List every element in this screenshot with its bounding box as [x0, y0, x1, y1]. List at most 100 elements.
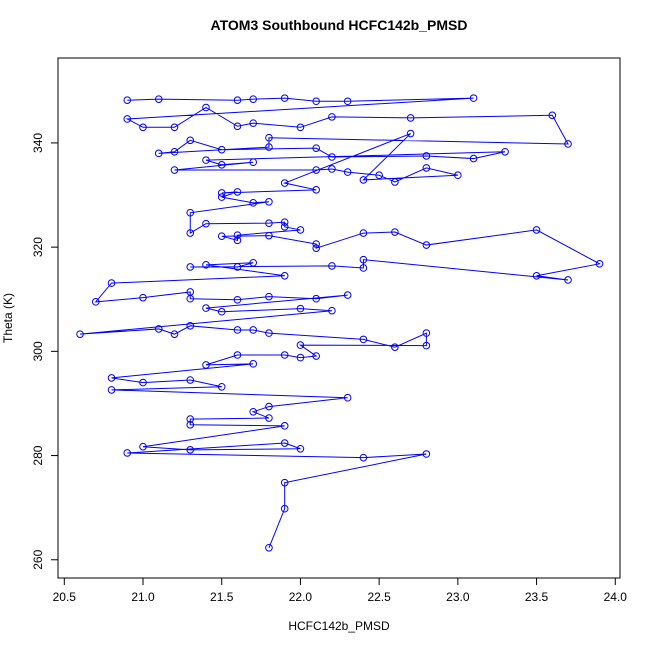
x-tick-label: 23.5	[525, 590, 549, 604]
data-point	[343, 168, 352, 176]
data-point	[343, 97, 352, 106]
data-point	[186, 208, 195, 217]
series-line	[79, 97, 602, 548]
data-point	[406, 114, 415, 122]
data-point	[391, 228, 399, 236]
data-point	[249, 258, 258, 267]
data-point	[280, 94, 289, 102]
data-point	[312, 97, 320, 106]
data-point	[249, 326, 258, 334]
data-point	[532, 226, 541, 234]
data-point	[233, 295, 242, 304]
data-point	[186, 263, 195, 271]
data-point	[454, 171, 462, 180]
data-point	[170, 147, 179, 156]
data-point	[564, 276, 572, 284]
data-point	[107, 386, 116, 394]
data-point	[233, 122, 242, 131]
plot-frame	[57, 57, 621, 579]
data-point	[328, 165, 336, 173]
data-point	[217, 189, 226, 197]
data-point	[422, 329, 431, 337]
data-point	[328, 153, 336, 161]
data-point	[170, 166, 179, 174]
x-tick-label: 23.0	[446, 590, 470, 604]
data-point	[312, 240, 320, 248]
data-point	[76, 330, 84, 338]
data-point	[249, 199, 258, 207]
data-point	[343, 393, 352, 402]
data-point	[233, 231, 242, 239]
data-point	[422, 450, 431, 458]
data-point	[312, 186, 320, 194]
data-point	[265, 543, 273, 552]
data-point	[265, 133, 273, 142]
data-point	[359, 453, 368, 462]
x-tick-label: 21.5	[210, 590, 234, 604]
y-axis-label: Theta (K)	[1, 293, 15, 343]
data-point	[280, 504, 289, 513]
data-point	[123, 449, 132, 457]
y-tick-label: 340	[31, 133, 45, 153]
data-point	[328, 262, 336, 270]
data-point	[312, 294, 320, 303]
data-point	[186, 446, 195, 454]
data-point	[249, 95, 258, 103]
x-tick-label: 22.5	[367, 590, 391, 604]
x-tick-label: 21.0	[131, 590, 155, 604]
data-point	[139, 293, 147, 302]
x-tick-label: 22.0	[289, 590, 313, 604]
chart-title: ATOM3 Southbound HCFC142b_PMSD	[211, 17, 468, 33]
data-point	[217, 161, 226, 169]
data-point	[359, 255, 368, 264]
data-point	[217, 145, 226, 154]
data-point	[375, 171, 383, 180]
data-point	[280, 478, 289, 487]
data-point	[548, 111, 557, 120]
data-point	[186, 322, 195, 330]
data-point	[422, 341, 431, 350]
data-point	[265, 402, 273, 411]
data-point	[391, 343, 399, 351]
data-point	[107, 279, 116, 287]
data-point	[202, 261, 210, 269]
data-point	[154, 95, 163, 103]
data-point	[202, 219, 210, 228]
data-point	[217, 193, 226, 201]
data-point	[343, 291, 352, 299]
data-point	[202, 103, 210, 112]
data-point	[217, 307, 226, 316]
data-point	[123, 115, 132, 123]
data-point	[202, 361, 210, 369]
data-point	[123, 96, 132, 105]
data-point	[280, 223, 289, 231]
data-point	[422, 164, 431, 172]
data-point	[312, 144, 320, 152]
data-point	[186, 136, 195, 145]
data-point	[233, 351, 242, 359]
x-axis-label: HCFC142b_PMSD	[288, 619, 390, 633]
data-point	[469, 154, 478, 163]
data-point	[280, 218, 289, 226]
data-point	[249, 119, 258, 127]
data-point	[217, 232, 226, 240]
data-point	[139, 123, 147, 132]
data-point	[249, 158, 258, 167]
data-point	[107, 374, 116, 382]
data-point	[532, 271, 541, 280]
data-point	[564, 140, 572, 148]
data-point	[296, 444, 305, 453]
data-point	[202, 156, 210, 164]
data-point	[139, 442, 147, 451]
data-point	[154, 149, 163, 158]
data-point	[359, 229, 368, 237]
data-point	[91, 298, 100, 306]
data-point	[328, 306, 336, 315]
data-point	[249, 360, 258, 368]
data-point	[280, 179, 289, 187]
data-point	[170, 123, 179, 132]
data-point	[186, 229, 195, 237]
data-point	[296, 226, 305, 234]
data-point	[249, 407, 258, 416]
